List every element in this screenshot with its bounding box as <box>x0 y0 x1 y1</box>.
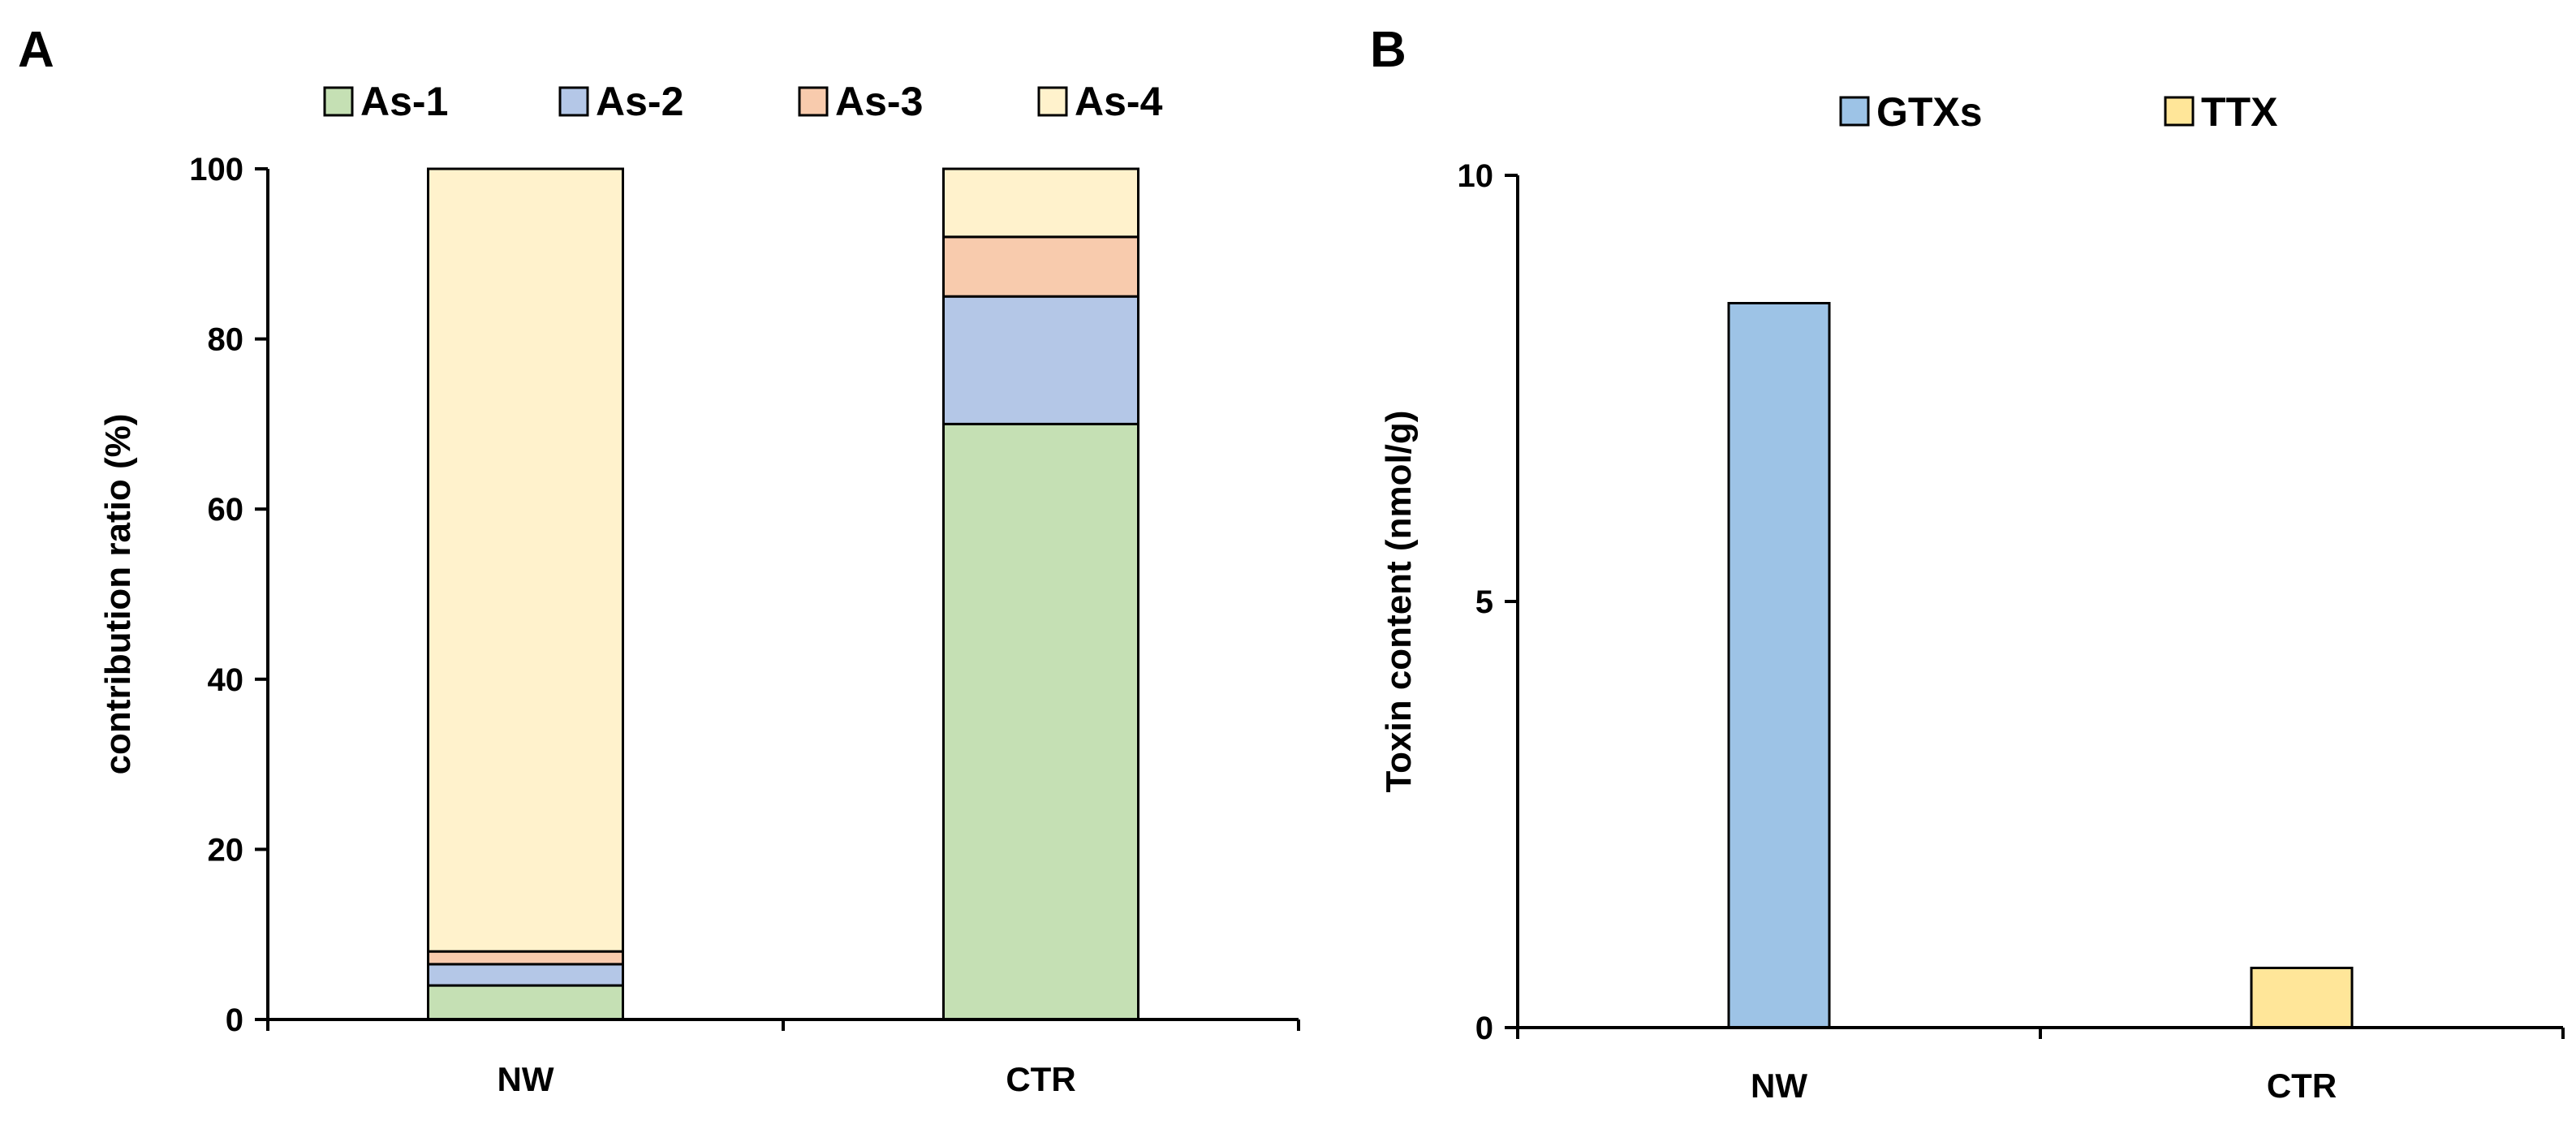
legend-label-as-2: As-2 <box>596 79 683 124</box>
bar-as-3-ctr <box>942 235 1139 298</box>
x-tick-label-ctr: CTR <box>1006 1060 1075 1098</box>
legend-swatch-as-4 <box>1037 86 1068 117</box>
legend-label-as-4: As-4 <box>1075 79 1163 124</box>
legend-label-as-3: As-3 <box>835 79 923 124</box>
legend-swatch-as-1 <box>323 86 354 117</box>
bar-gtxs-nw <box>1727 302 1831 1029</box>
y-tick-label: 0 <box>1475 1011 1493 1046</box>
x-tick-label-nw: NW <box>1751 1067 1807 1105</box>
bar-as-2-nw <box>427 963 624 987</box>
legend-swatch-as-3 <box>798 86 829 117</box>
legend-swatch-ttx <box>2164 96 2195 127</box>
legend-swatch-gtxs <box>1839 96 1870 127</box>
panel-a-label: A <box>18 22 54 78</box>
bar-as-1-nw <box>427 984 624 1021</box>
bar-as-4-ctr <box>942 167 1139 239</box>
panel-b-label: B <box>1370 22 1406 78</box>
y-tick-label: 40 <box>208 662 244 698</box>
y-tick-label: 5 <box>1475 584 1493 620</box>
x-tick-label-ctr: CTR <box>2267 1067 2337 1105</box>
y-tick-label: 60 <box>208 492 244 528</box>
x-tick-label-nw: NW <box>498 1060 554 1098</box>
y-axis-label: Toxin content (nmol/g) <box>1379 411 1419 793</box>
legend-label-gtxs: GTXs <box>1876 89 1983 135</box>
bar-as-2-ctr <box>942 295 1139 425</box>
bar-as-4-nw <box>427 167 624 953</box>
y-axis-label: contribution ratio (%) <box>98 414 138 775</box>
bar-as-3-nw <box>427 950 624 966</box>
y-tick-label: 0 <box>226 1002 243 1038</box>
chart-b-toxin-content: NW CTR 0 5 10 Toxin content (nmol/g) GTXs TTX <box>1379 89 2565 1105</box>
legend-label-ttx: TTX <box>2201 89 2277 135</box>
y-tick-label: 20 <box>208 832 244 868</box>
bar-ttx-ctr <box>2250 967 2354 1029</box>
y-tick-label: 10 <box>1458 158 1494 194</box>
y-tick-label: 80 <box>208 322 244 358</box>
legend-label-as-1: As-1 <box>360 79 448 124</box>
legend-swatch-as-2 <box>558 86 589 117</box>
chart-a-contribution-ratio: NW CTR 0 20 40 60 80 100 contribution ratio (%) A… <box>98 79 1300 1098</box>
bar-as-1-ctr <box>942 422 1139 1021</box>
y-tick-label: 100 <box>189 152 243 188</box>
